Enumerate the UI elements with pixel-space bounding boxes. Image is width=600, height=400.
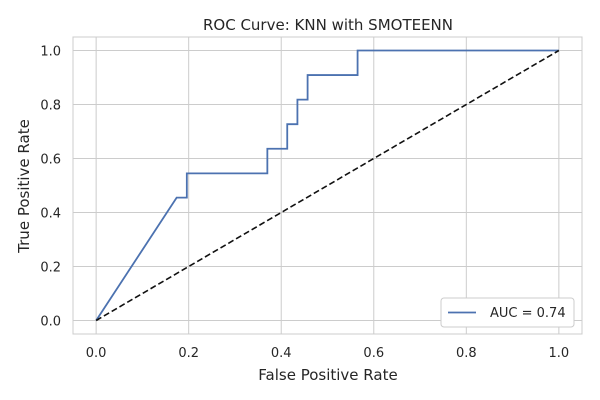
x-tick-label: 0.8	[456, 346, 477, 361]
y-tick-label: 0.8	[40, 99, 61, 114]
series-lines	[95, 49, 560, 322]
legend: AUC = 0.74	[440, 297, 575, 328]
x-tick-label: 0.6	[363, 346, 384, 361]
x-tick-label: 0.4	[271, 346, 292, 361]
chance-diagonal-line	[95, 49, 560, 322]
y-tick-label: 0.6	[40, 153, 61, 168]
x-tick-label: 0.2	[178, 346, 199, 361]
x-axis-label: False Positive Rate	[258, 366, 397, 384]
plot-area	[72, 36, 583, 335]
legend-label-auc: AUC = 0.74	[490, 306, 566, 321]
roc-curve-line	[95, 49, 559, 321]
x-tick-label: 1.0	[549, 346, 570, 361]
tick-labels: 0.0 0.2 0.4 0.6 0.8 1.0 0.0 0.2 0.4 0.6 0.8 1.0	[40, 45, 569, 362]
y-tick-label: 1.0	[40, 45, 61, 60]
y-tick-label: 0.2	[40, 261, 61, 276]
x-tick-label: 0.0	[86, 346, 107, 361]
y-tick-label: 0.4	[40, 207, 61, 222]
legend-box	[440, 297, 575, 328]
chart-title: ROC Curve: KNN with SMOTEENN	[203, 16, 453, 34]
y-axis-label: True Positive Rate	[15, 119, 33, 254]
y-tick-label: 0.0	[40, 315, 61, 330]
